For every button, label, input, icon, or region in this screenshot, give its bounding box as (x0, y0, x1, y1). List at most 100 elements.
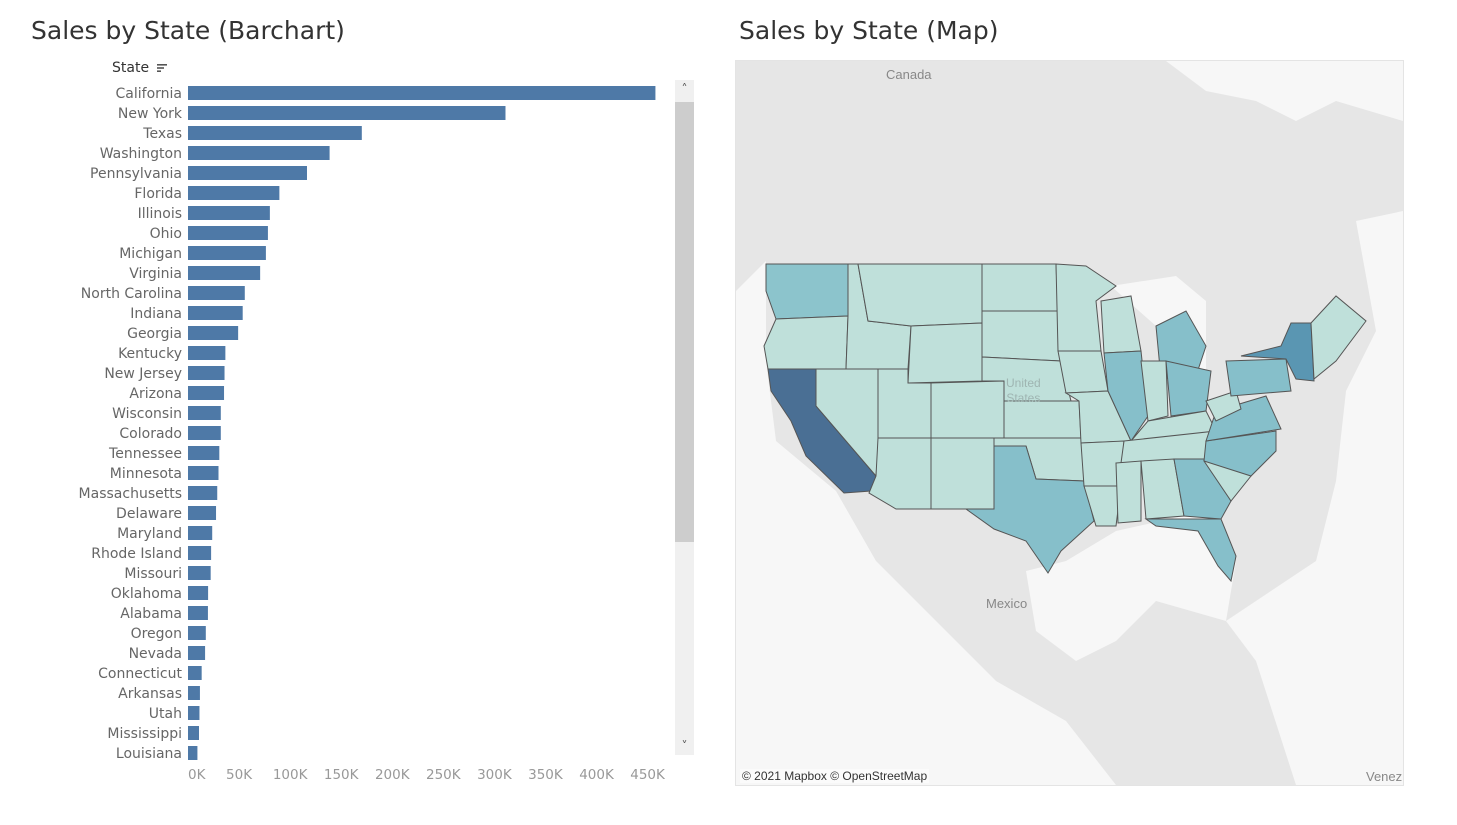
state-oregon[interactable] (763, 315, 849, 370)
category-label[interactable]: Ohio (150, 226, 182, 242)
bar[interactable] (188, 346, 226, 360)
category-label[interactable]: Arizona (129, 386, 182, 402)
state-mississippi[interactable] (1115, 460, 1142, 524)
category-label[interactable]: Oregon (131, 626, 182, 642)
category-label[interactable]: Mississippi (107, 726, 182, 742)
bar[interactable] (188, 406, 221, 420)
bar[interactable] (188, 746, 198, 760)
scroll-down-icon[interactable]: ˅ (681, 739, 688, 753)
bar[interactable] (188, 226, 268, 240)
bar[interactable] (188, 606, 208, 620)
bar[interactable] (188, 386, 225, 400)
state-illinois[interactable] (1103, 350, 1149, 443)
bar[interactable] (188, 686, 200, 700)
state-georgia[interactable] (1173, 458, 1232, 520)
bar[interactable] (188, 706, 200, 720)
bar[interactable] (188, 486, 218, 500)
category-label[interactable]: Georgia (127, 326, 182, 342)
bar[interactable] (188, 86, 656, 100)
category-label[interactable]: Colorado (119, 426, 182, 442)
bar[interactable] (188, 146, 330, 160)
bar-scrollbar[interactable]: ˄ ˅ (675, 80, 694, 755)
category-label[interactable]: Alabama (120, 606, 182, 622)
state-iowa[interactable] (1057, 350, 1109, 394)
category-label[interactable]: Tennessee (108, 446, 182, 462)
category-label[interactable]: Arkansas (118, 686, 182, 702)
bar[interactable] (188, 206, 270, 220)
state-florida[interactable] (1144, 518, 1237, 583)
category-label[interactable]: Kentucky (118, 346, 182, 362)
state-washington[interactable] (765, 263, 849, 320)
category-label[interactable]: Texas (142, 126, 182, 142)
category-label[interactable]: Louisiana (116, 746, 182, 762)
state-montana[interactable] (857, 263, 983, 327)
bar[interactable] (188, 546, 212, 560)
category-label[interactable]: Indiana (130, 306, 182, 322)
state-indiana[interactable] (1140, 360, 1169, 422)
bar[interactable] (188, 646, 206, 660)
state-arizona[interactable] (868, 437, 932, 510)
scroll-thumb[interactable] (675, 102, 694, 542)
bar[interactable] (188, 106, 506, 120)
state-pennsylvania[interactable] (1225, 358, 1292, 397)
category-label[interactable]: Rhode Island (91, 546, 182, 562)
state-new-england[interactable] (1310, 295, 1367, 381)
bar[interactable] (188, 446, 220, 460)
bar[interactable] (188, 426, 221, 440)
state-column-header[interactable]: State (112, 60, 168, 76)
category-label[interactable]: Virginia (129, 266, 182, 282)
category-label[interactable]: Connecticut (98, 666, 182, 682)
state-west-virginia[interactable] (1205, 390, 1242, 422)
category-label[interactable]: Oklahoma (111, 586, 182, 602)
category-label[interactable]: California (116, 86, 182, 102)
category-label[interactable]: Minnesota (110, 466, 182, 482)
bar[interactable] (188, 466, 219, 480)
bar[interactable] (188, 526, 213, 540)
category-label[interactable]: Wisconsin (112, 406, 182, 422)
bar[interactable] (188, 266, 261, 280)
category-label[interactable]: Maryland (117, 526, 182, 542)
state-texas[interactable] (964, 445, 1095, 574)
category-label[interactable]: Florida (134, 186, 182, 202)
bar[interactable] (188, 126, 362, 140)
bar[interactable] (188, 246, 266, 260)
state-virginia[interactable] (1205, 395, 1282, 442)
category-label[interactable]: Missouri (124, 566, 182, 582)
state-wyoming[interactable] (907, 322, 983, 384)
us-sales-map[interactable]: Canada Mexico United States Venez © 2021… (735, 60, 1404, 786)
scroll-up-icon[interactable]: ˄ (681, 82, 688, 96)
category-label[interactable]: New Jersey (104, 366, 182, 382)
state-new-mexico[interactable] (930, 437, 995, 510)
bar[interactable] (188, 506, 217, 520)
bar[interactable] (188, 366, 225, 380)
state-kansas[interactable] (1003, 400, 1082, 439)
state-louisiana[interactable] (1083, 485, 1122, 527)
bar[interactable] (188, 586, 209, 600)
state-ohio[interactable] (1165, 360, 1212, 417)
state-colorado[interactable] (930, 380, 1005, 439)
category-label[interactable]: North Carolina (81, 286, 182, 302)
bar[interactable] (188, 626, 206, 640)
bar[interactable] (188, 666, 202, 680)
category-label[interactable]: Nevada (129, 646, 182, 662)
category-label[interactable]: Michigan (119, 246, 182, 262)
bar[interactable] (188, 566, 211, 580)
state-north-carolina[interactable] (1203, 430, 1277, 477)
category-label[interactable]: New York (118, 106, 183, 122)
category-label[interactable]: Pennsylvania (90, 166, 182, 182)
bar[interactable] (188, 726, 200, 740)
category-label[interactable]: Delaware (116, 506, 182, 522)
category-label[interactable]: Utah (149, 706, 182, 722)
state-south-dakota[interactable] (981, 310, 1062, 362)
sort-descending-icon[interactable] (156, 63, 168, 73)
bar[interactable] (188, 326, 239, 340)
bar[interactable] (188, 186, 280, 200)
bar[interactable] (188, 166, 307, 180)
state-north-dakota[interactable] (981, 263, 1059, 312)
bar[interactable] (188, 306, 243, 320)
map-credit[interactable]: © 2021 Mapbox © OpenStreetMap (740, 769, 930, 783)
category-label[interactable]: Washington (100, 146, 182, 162)
category-label[interactable]: Illinois (138, 206, 182, 222)
bar[interactable] (188, 286, 245, 300)
category-label[interactable]: Massachusetts (79, 486, 182, 502)
